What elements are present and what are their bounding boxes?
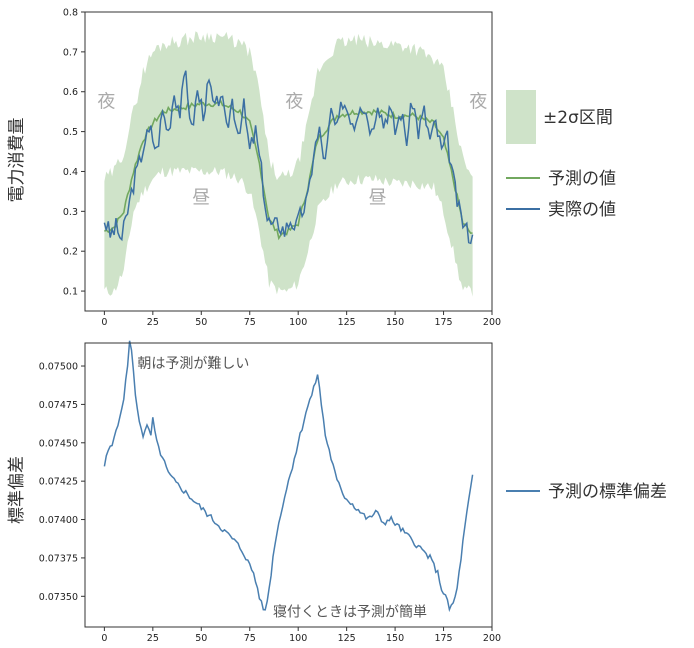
bottom-y-tick-label: 0.07425 <box>39 477 78 488</box>
period-labels-layer: 夜昼 夜昼 夜 <box>97 92 487 209</box>
period-label: 夜 <box>285 92 303 113</box>
top-x-tick-label: 0 <box>101 317 107 328</box>
bottom-x-tick-label: 25 <box>147 633 159 644</box>
prediction-lines-layer <box>103 70 474 245</box>
top-y-tick-label: 0.2 <box>63 247 78 258</box>
bottom-x-tick-label: 75 <box>244 633 256 644</box>
top-x-tick-label: 25 <box>147 317 159 328</box>
top-x-ticks: 0 25 50 75 100 125 150 175 200 <box>101 311 501 328</box>
top-y-axis-label: 電力消費量 <box>7 118 27 203</box>
bottom-x-tick-label: 50 <box>195 633 207 644</box>
top-y-tick-label: 0.4 <box>63 167 78 178</box>
top-x-tick-label: 50 <box>195 317 207 328</box>
period-label: 夜 <box>469 92 487 113</box>
top-x-tick-label: 150 <box>386 317 404 328</box>
bottom-y-tick-label: 0.07400 <box>39 515 78 526</box>
top-y-tick-label: 0.7 <box>63 47 78 58</box>
bottom-y-tick-label: 0.07500 <box>39 362 78 373</box>
std-line-layer <box>103 340 474 613</box>
bottom-x-tick-label: 175 <box>434 633 452 644</box>
std-annotation: 朝は予測が難しい <box>137 356 249 372</box>
period-label: 昼 <box>192 187 210 208</box>
bottom-x-tick-label: 100 <box>289 633 307 644</box>
bottom-x-tick-label: 150 <box>386 633 404 644</box>
period-label: 昼 <box>369 187 387 208</box>
std-deviation-line <box>103 340 474 613</box>
bottom-y-tick-label: 0.07350 <box>39 592 78 603</box>
top-x-tick-label: 200 <box>483 317 501 328</box>
actual-value-line <box>103 70 474 245</box>
two-sigma-band <box>104 31 473 297</box>
bottom-y-tick-label: 0.07450 <box>39 438 78 449</box>
bottom-y-ticks: 0.07350 0.07375 0.07400 0.07425 0.07450 0.074… <box>39 362 85 603</box>
bottom-y-tick-label: 0.07475 <box>39 400 78 411</box>
legend-band-label: ±2σ区間 <box>543 108 613 128</box>
top-x-tick-label: 175 <box>434 317 452 328</box>
bottom-x-tick-label: 125 <box>338 633 356 644</box>
top-y-tick-label: 0.8 <box>63 8 78 19</box>
top-y-tick-label: 0.6 <box>63 87 78 98</box>
period-label: 夜 <box>97 92 115 113</box>
legend-band-swatch <box>506 90 536 144</box>
top-x-tick-label: 75 <box>244 317 256 328</box>
top-y-tick-label: 0.5 <box>63 127 78 138</box>
top-plot-frame <box>84 11 493 312</box>
bottom-x-ticks: 0 25 50 75 100 125 150 175 200 <box>101 627 501 644</box>
top-legend: ±2σ区間 予測の値 実際の値 <box>506 90 616 220</box>
top-x-tick-label: 100 <box>289 317 307 328</box>
bottom-y-tick-label: 0.07375 <box>39 553 78 564</box>
bottom-plot-frame <box>84 342 493 628</box>
bottom-y-axis-label: 標準偏差 <box>7 456 27 524</box>
bottom-x-tick-label: 200 <box>483 633 501 644</box>
std-annotation: 寝付くときは予測が簡単 <box>273 604 427 621</box>
top-x-tick-label: 125 <box>338 317 356 328</box>
top-y-tick-label: 0.3 <box>63 207 78 218</box>
bottom-x-tick-label: 0 <box>101 633 107 644</box>
bottom-legend: 予測の標準偏差 <box>506 482 667 502</box>
legend-std-label: 予測の標準偏差 <box>548 482 667 502</box>
legend-predicted-label: 予測の値 <box>548 169 616 189</box>
legend-actual-label: 実際の値 <box>548 200 616 220</box>
two-sigma-band-layer <box>104 31 473 297</box>
top-y-tick-label: 0.1 <box>63 287 78 298</box>
top-y-ticks: 0.1 0.2 0.3 0.4 0.5 0.6 0.7 0.8 <box>63 8 85 298</box>
